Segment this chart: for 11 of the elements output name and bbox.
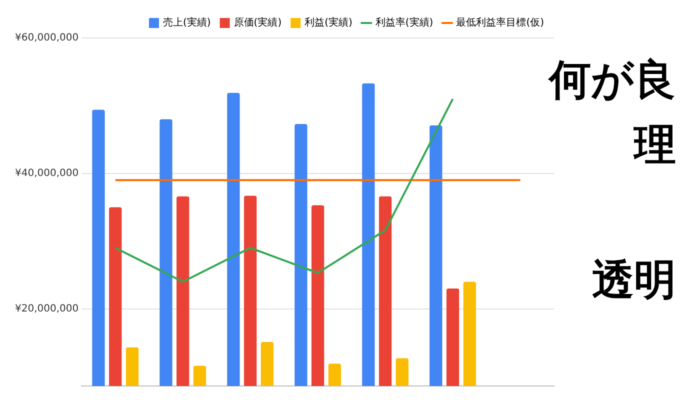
text: 透明 — [592, 254, 676, 304]
y-tick-label: ¥20,000,000 — [14, 303, 79, 314]
legend-label: 原価(実績) — [234, 16, 282, 29]
y-tick-label: ¥60,000,000 — [14, 32, 79, 44]
text: 理 — [632, 120, 676, 169]
legend-label: 利益率(実績) — [375, 16, 434, 29]
y-tick-label: ¥40,000,000 — [14, 168, 79, 179]
legend-label: 最低利益率目標(仮) — [456, 16, 544, 29]
legend-label: 売上(実績) — [162, 16, 211, 29]
legend-label: 利益(実績) — [304, 16, 352, 29]
annotation: 何が良 — [547, 54, 676, 104]
